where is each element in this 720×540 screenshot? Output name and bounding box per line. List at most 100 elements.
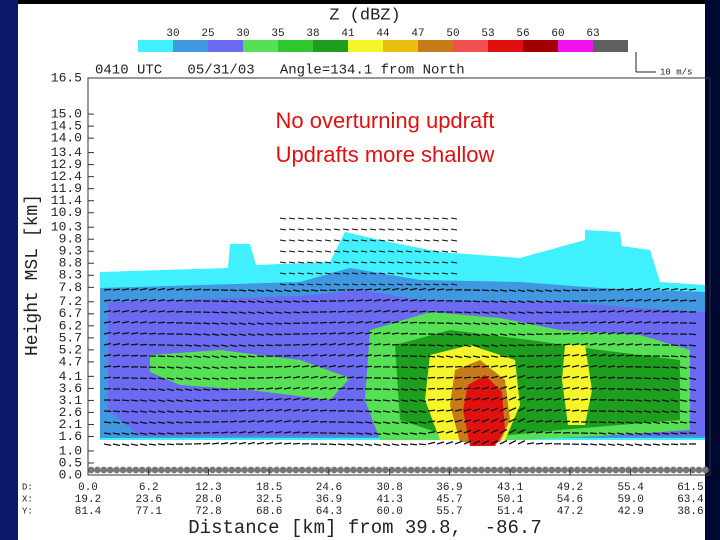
wind-vector [220, 442, 229, 445]
ground-dot [369, 466, 376, 474]
wind-vector [454, 344, 463, 348]
wind-vector [405, 261, 413, 264]
wind-vector [688, 344, 697, 347]
wind-vector [157, 310, 166, 313]
wind-vector [382, 421, 391, 425]
wind-vector [256, 300, 265, 304]
wind-vector [324, 250, 332, 253]
ground-dot [260, 466, 268, 474]
wind-vector [427, 365, 436, 368]
wind-vector [306, 272, 314, 275]
wind-vector [405, 272, 413, 275]
colorbar-label: 63 [586, 28, 599, 40]
wind-vector [499, 364, 508, 368]
wind-vector [508, 385, 517, 390]
wind-vector [139, 298, 148, 302]
wind-vector [337, 443, 346, 446]
wind-vector [175, 288, 184, 291]
wind-vector [229, 420, 238, 423]
wind-vector [616, 410, 625, 413]
colorbar-label: 35 [271, 28, 284, 40]
wind-vector [472, 397, 481, 401]
wind-vector [481, 376, 490, 379]
wind-vector [436, 365, 445, 368]
wind-vector [634, 343, 643, 346]
wind-vector [400, 421, 409, 425]
x-tick-label: 24.6 [316, 482, 342, 494]
wind-vector [121, 309, 130, 313]
wind-vector [238, 355, 247, 358]
wind-vector [616, 331, 625, 335]
wind-vector [373, 443, 382, 447]
ground-dot [241, 466, 249, 474]
x-row-label: 38.6 [677, 506, 703, 518]
ground-dot [606, 466, 613, 474]
ground-dot [324, 466, 332, 474]
wind-vector [589, 332, 598, 335]
wind-vector [121, 320, 130, 324]
ground-dot [484, 466, 492, 474]
wind-vector [634, 410, 643, 413]
wind-vector [679, 377, 688, 381]
wind-vector [292, 376, 301, 379]
ground-dot [439, 466, 447, 474]
wind-vector [517, 385, 526, 390]
wind-vector [688, 421, 697, 424]
wind-vector [301, 311, 310, 314]
colorbar-label: 47 [411, 28, 424, 40]
colorbar-swatch [488, 40, 523, 52]
wind-vector [445, 441, 454, 445]
wind-vector [184, 333, 193, 336]
wind-vector [535, 387, 544, 390]
ground-dot [222, 466, 229, 474]
wind-vector [283, 387, 292, 390]
wind-vector [688, 410, 697, 413]
wind-vector [553, 311, 562, 314]
wind-vector [220, 431, 229, 434]
wind-vector [400, 388, 409, 391]
wind-vector [436, 441, 445, 445]
wind-vector [166, 410, 175, 414]
wind-vector [103, 354, 112, 357]
wind-vector [175, 377, 184, 381]
wind-vector [562, 300, 571, 303]
ground-dot [663, 466, 671, 474]
ground-dot [426, 466, 434, 474]
wind-vector [310, 375, 319, 379]
wind-vector [400, 310, 409, 313]
wind-vector [414, 283, 422, 286]
wind-vector [121, 421, 130, 424]
wind-vector [454, 387, 463, 390]
wind-vector [346, 342, 355, 346]
ground-dot [106, 466, 114, 474]
wind-vector [265, 311, 274, 315]
wind-vector [652, 366, 661, 369]
ground-dot [695, 466, 703, 474]
wind-vector [333, 250, 341, 253]
wind-vector [450, 228, 458, 231]
wind-vector [333, 217, 341, 220]
wind-vector [279, 217, 287, 220]
wind-vector [229, 322, 238, 326]
colorbar-swatch [418, 40, 453, 52]
row-label: Y: [22, 506, 33, 516]
wind-vector [652, 388, 661, 391]
wind-vector [202, 410, 211, 413]
x-row-label: 42.9 [617, 506, 643, 518]
wind-vector [355, 342, 364, 346]
wind-vector [535, 322, 544, 325]
ground-dot [164, 466, 172, 474]
x-row-label: 47.2 [557, 506, 583, 518]
wind-vector [526, 333, 535, 336]
ground-dot [702, 466, 709, 474]
wind-vector [297, 272, 305, 275]
wind-vector [432, 283, 440, 286]
wind-vector [472, 344, 481, 348]
ground-dot [650, 466, 658, 474]
wind-vector [396, 228, 404, 231]
wind-vector [553, 397, 562, 401]
wind-vector [571, 398, 580, 401]
ground-dot [350, 466, 357, 474]
wind-vector [544, 442, 553, 445]
wind-vector [405, 228, 413, 231]
